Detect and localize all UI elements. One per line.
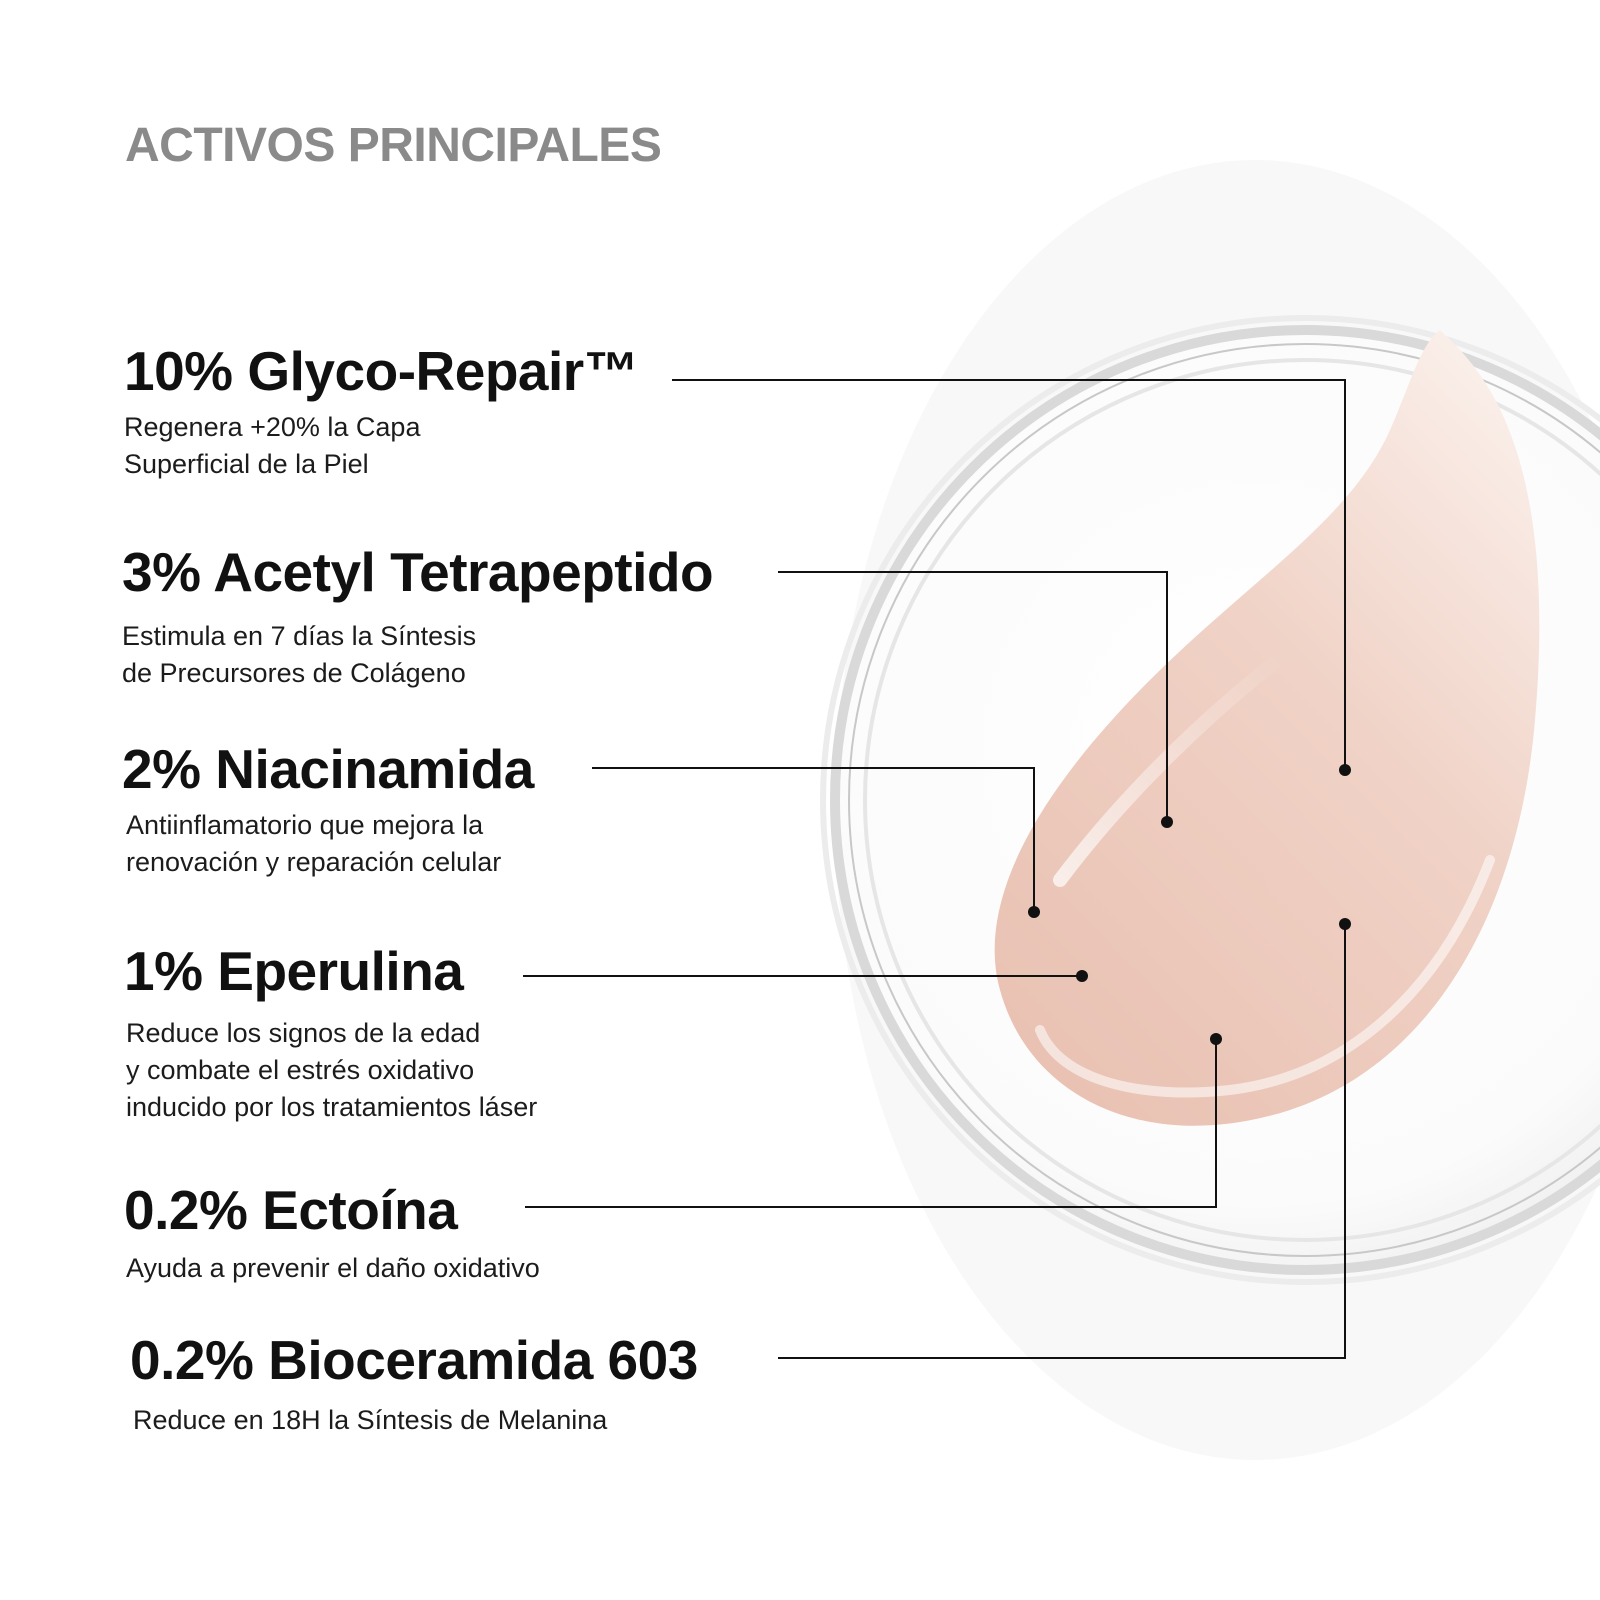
ingredient-bioceramida-603: 0.2% Bioceramida 603 Reduce en 18H la Sí… [130,1328,698,1439]
ingredient-niacinamida: 2% Niacinamida Antiinflamatorio que mejo… [122,737,534,881]
ingredient-description: Estimula en 7 días la Síntesis de Precur… [122,618,713,692]
leader-dots [1028,764,1351,1045]
cream-swatch [994,330,1540,1126]
description-line: Ayuda a prevenir el daño oxidativo [126,1253,540,1283]
ingredient-description: Regenera +20% la Capa Superficial de la … [124,409,638,483]
description-line: y combate el estrés oxidativo [126,1055,475,1085]
description-line: Regenera +20% la Capa [124,412,421,442]
ingredient-name: 1% Eperulina [124,940,464,1002]
ingredient-ectoina: 0.2% Ectoína Ayuda a prevenir el daño ox… [124,1178,540,1287]
description-line: Reduce los signos de la edad [126,1018,481,1048]
description-line: renovación y reparación celular [126,847,502,877]
description-line: Superficial de la Piel [124,449,369,479]
ingredient-name: 10% Glyco-Repair™ [124,340,639,402]
description-line: inducido por los tratamientos láser [126,1092,538,1122]
ingredient-eperulina: 1% Eperulina Reduce los signos de la eda… [124,939,537,1126]
description-line: de Precursores de Colágeno [122,658,466,688]
ingredient-description: Reduce los signos de la edad y combate e… [126,1015,537,1126]
ingredient-glyco-repair: 10% Glyco-Repair™ Regenera +20% la Capa … [124,339,639,483]
ingredient-name: 3% Acetyl Tetrapeptido [122,541,714,603]
ingredient-description: Ayuda a prevenir el daño oxidativo [126,1250,540,1287]
ingredient-description: Reduce en 18H la Síntesis de Melanina [133,1402,698,1439]
ingredient-name: 0.2% Bioceramida 603 [130,1329,698,1391]
description-line: Reduce en 18H la Síntesis de Melanina [133,1405,608,1435]
description-line: Estimula en 7 días la Síntesis [122,621,477,651]
ingredient-name: 2% Niacinamida [122,738,534,800]
ingredient-description: Antiinflamatorio que mejora la renovació… [126,807,534,881]
description-line: Antiinflamatorio que mejora la [126,810,484,840]
ingredient-name: 0.2% Ectoína [124,1179,458,1241]
ingredient-acetyl-tetrapeptido: 3% Acetyl Tetrapeptido Estimula en 7 día… [122,540,714,692]
page-title: ACTIVOS PRINCIPALES [125,119,662,172]
leader-lines [523,379,1346,1359]
